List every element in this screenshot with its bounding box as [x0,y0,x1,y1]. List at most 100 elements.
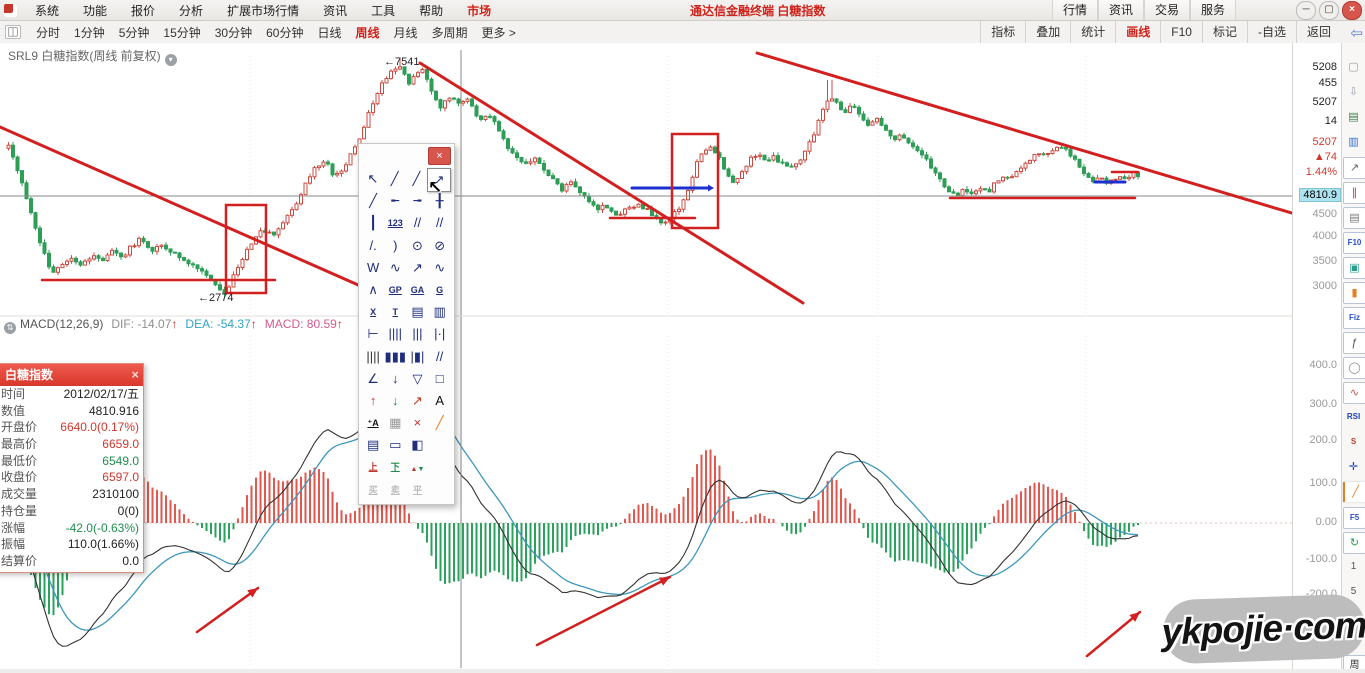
period-quick-5[interactable]: 5 [1350,586,1357,597]
menu-item-资讯[interactable]: 资讯 [323,3,348,18]
menu-item-扩展市场行情[interactable]: 扩展市场行情 [227,3,300,18]
channel-tool[interactable]: // [436,215,444,231]
t-lines-tool[interactable]: T [392,307,399,318]
peak-tool[interactable]: ∧ [368,281,378,297]
gann-angle-tool[interactable]: GA [410,284,425,295]
toolbar-button-指标[interactable]: 指标 [980,21,1025,43]
menu-item-功能[interactable]: 功能 [83,3,108,18]
arrow-mark-tool[interactable]: ↗ [412,392,423,408]
top-mark-tool[interactable]: 上 [368,462,378,473]
period-tab-多周期[interactable]: 多周期 [431,25,468,40]
image-tool[interactable]: ◧ [411,437,424,453]
zigzag-w-tool[interactable]: W [366,259,380,275]
trend-zigzag-tool[interactable]: ↗ [412,259,423,275]
keyboard-tool[interactable]: ▭ [389,437,402,453]
collapse-down-icon[interactable]: ⇩ [1348,86,1359,98]
candle-mark-tool[interactable]: ▲▼ [406,456,428,478]
toolbar-button-标记[interactable]: 标记 [1201,21,1247,43]
circle-icon[interactable]: ◯ [1343,357,1365,379]
triangle-tool[interactable]: ▽ [412,370,423,386]
toolbar-button--自选[interactable]: -自选 [1246,21,1296,43]
v-grid2-tool[interactable]: ||| [412,326,423,342]
quote-info-panel-header[interactable]: 白糖指数 × [0,364,143,386]
toolbar-button-F10[interactable]: F10 [1160,21,1202,43]
refresh-icon[interactable]: ↻ [1343,532,1365,554]
quote-info-close-icon[interactable]: × [131,367,139,382]
toolbar-button-画线[interactable]: 画线 [1115,21,1160,43]
arc-tool[interactable]: ) [393,237,398,253]
move-icon[interactable]: ✛ [1348,461,1359,473]
staff2-tool[interactable]: ▥ [433,304,446,320]
pencil-tool[interactable]: ╱ [435,415,444,431]
period-quick-1[interactable]: 1 [1350,561,1357,572]
bold-bars-tool[interactable]: ▮▮▮ [384,348,407,364]
period-tab-周线[interactable]: 周线 [355,25,380,40]
period-tab-月线[interactable]: 月线 [393,25,418,40]
period-tab-60分钟[interactable]: 60分钟 [266,25,304,40]
draw-pencil-icon[interactable]: ╱ [1343,482,1365,502]
wave-tool[interactable]: ∿ [389,259,401,275]
report-icon[interactable]: ▤ [1348,111,1359,123]
f10-icon[interactable]: F10 [1343,232,1365,254]
chart-canvas[interactable] [0,43,1292,673]
formula-icon[interactable]: ƒ [1343,332,1365,354]
delete-tool[interactable]: × [413,415,422,431]
menu-item-market[interactable]: 市场 [467,3,492,18]
wave-indicator-icon[interactable]: ∿ [1343,382,1365,404]
density-lines-tool[interactable]: |||| [366,348,380,364]
wave2-tool[interactable]: ∿ [434,259,446,275]
layout-icon[interactable]: ◫ [5,25,21,39]
circle-tool[interactable]: ⊙ [412,237,423,253]
segment2-tool[interactable]: ╱ [412,171,421,186]
titlebar-button-资讯[interactable]: 资讯 [1098,0,1145,20]
period-tab-5分钟[interactable]: 5分钟 [118,25,150,40]
chart-area[interactable]: SRL9 白糖指数(周线 前复权) ▾ ⇅ MACD(12,26,9) DIF: -1… [0,43,1292,673]
chart-title-dropdown-icon[interactable]: ▾ [164,54,177,66]
position-icon[interactable]: ▮ [1343,282,1365,304]
down-arrow-tool[interactable]: ↓ [392,370,399,386]
toolbar-button-统计[interactable]: 统计 [1070,21,1115,43]
text-tool[interactable]: A [435,392,444,408]
h-segment-right-tool[interactable]: ╼ [413,193,422,209]
titlebar-button-行情[interactable]: 行情 [1052,0,1099,20]
vertical-line-tool[interactable]: ┃ [369,215,377,231]
bottom-mark-tool[interactable]: 下 [390,462,400,473]
segment-tool[interactable]: ╱ [390,171,399,186]
pointer-tool[interactable]: ↖ [367,171,379,186]
period-quick-week[interactable]: 周 [1343,655,1365,673]
dotted-line-tool[interactable]: /. [369,237,377,253]
titlebar-button-交易[interactable]: 交易 [1144,0,1191,20]
line-chart-icon[interactable]: ↗ [1343,157,1365,179]
list-icon[interactable]: ▤ [1343,207,1365,229]
period-tab-1分钟[interactable]: 1分钟 [74,25,105,40]
text-plus-tool[interactable]: ⁺A [367,418,379,429]
cycle-circle-tool[interactable]: ⊘ [434,237,446,253]
palette-close-button[interactable]: × [428,147,451,165]
titlebar-button-服务[interactable]: 服务 [1190,0,1237,20]
period-tab-更多 >[interactable]: 更多 > [481,25,516,40]
toolbar-button-叠加[interactable]: 叠加 [1025,21,1070,43]
menu-item-分析[interactable]: 分析 [179,3,204,18]
period-tab-日线[interactable]: 日线 [317,25,342,40]
restore-button[interactable]: ▢ [1319,1,1339,20]
rectangle-tool[interactable]: □ [435,370,444,386]
chip-icon[interactable]: S [1350,437,1357,446]
x-lines-tool[interactable]: X [370,307,377,318]
quote-board-icon[interactable]: ▥ [1348,136,1359,148]
page-icon[interactable]: ▢ [1348,61,1359,73]
parallel-lines-tool[interactable]: // [413,215,422,231]
back-arrow-icon[interactable]: ⇦ [1350,25,1363,42]
down-mark-tool[interactable]: ↓ [392,392,399,408]
fan-lines-tool[interactable]: // [436,348,444,364]
cross-line-tool[interactable]: ╂ [435,193,444,209]
menu-item-帮助[interactable]: 帮助 [419,3,444,18]
close-mark-tool[interactable]: 平 [412,484,422,495]
mixed-bars-tool[interactable]: |▮| [410,348,425,364]
note-tool[interactable]: ▤ [366,437,380,453]
macd-toggle-icon[interactable]: ⇅ [4,322,16,334]
menu-item-工具[interactable]: 工具 [371,3,396,18]
kline-icon[interactable]: ∥ [1343,182,1365,204]
h-segment-left-tool[interactable]: ╾ [391,193,400,209]
toolbar-button-返回[interactable]: 返回 [1295,21,1341,43]
v-grid-dot-tool[interactable]: |·| [434,326,446,342]
